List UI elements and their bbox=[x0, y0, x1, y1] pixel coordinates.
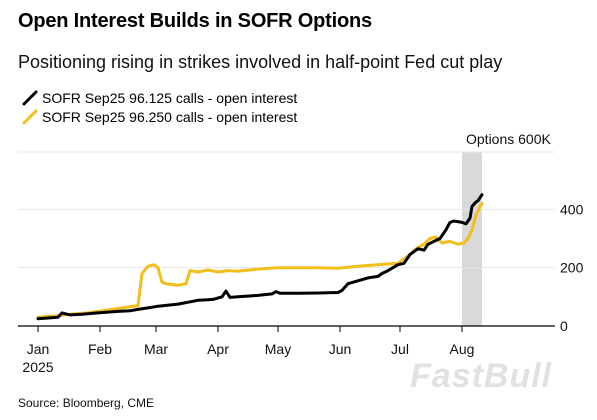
y-tick-label-200: 200 bbox=[560, 260, 584, 276]
y-tick-label-0: 0 bbox=[560, 318, 568, 334]
y-axis-top-label: Options 600K bbox=[466, 131, 551, 147]
legend-swatch-yellow-icon bbox=[22, 109, 38, 124]
series-line-96250 bbox=[36, 202, 484, 319]
legend-item-96125: SOFR Sep25 96.125 calls - open interest bbox=[22, 88, 297, 107]
watermark-logo: FastBull bbox=[410, 357, 553, 395]
legend-label-96125: SOFR Sep25 96.125 calls - open interest bbox=[42, 89, 298, 106]
x-tick-label-Jul: Jul bbox=[391, 341, 409, 357]
chart-title: Open Interest Builds in SOFR Options bbox=[18, 10, 372, 32]
x-tick-label-Feb: Feb bbox=[88, 341, 112, 357]
y-tick-label-400: 400 bbox=[560, 201, 584, 217]
highlight-band bbox=[462, 152, 482, 326]
x-tick-label-May: May bbox=[265, 341, 291, 357]
legend-swatch-black-icon bbox=[22, 90, 38, 105]
legend-item-96250: SOFR Sep25 96.250 calls - open interest bbox=[22, 107, 297, 126]
x-tick-label-Jan: Jan bbox=[27, 341, 50, 357]
x-tick-label-Apr: Apr bbox=[207, 341, 229, 357]
source-note: Source: Bloomberg, CME bbox=[18, 396, 155, 410]
x-tick-label-Aug: Aug bbox=[450, 341, 475, 357]
x-tick-label-Mar: Mar bbox=[144, 341, 168, 357]
x-year-label: 2025 bbox=[22, 359, 53, 375]
legend: SOFR Sep25 96.125 calls - open interest … bbox=[22, 88, 297, 126]
series-line-96125 bbox=[36, 193, 484, 321]
legend-label-96250: SOFR Sep25 96.250 calls - open interest bbox=[42, 108, 298, 125]
x-tick-label-Jun: Jun bbox=[329, 341, 352, 357]
chart-subtitle: Positioning rising in strikes involved i… bbox=[18, 52, 503, 72]
